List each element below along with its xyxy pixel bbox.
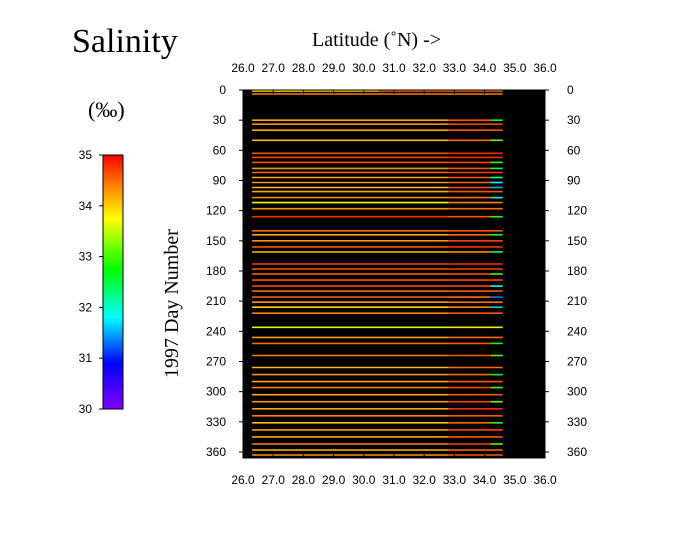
colorbar-tick-label-0: 35 (79, 148, 93, 162)
x-tick-top-label-7: 33.0 (443, 61, 467, 75)
x-tick-top-label-9: 35.0 (503, 61, 527, 75)
y-ticks-left: 0 30 60 90 120 150 180 210 240 270 300 330 360 (206, 83, 243, 459)
x-tick-bottom-label-3: 29.0 (322, 473, 346, 487)
x-tick-bottom-label-0: 26.0 (231, 473, 255, 487)
x-tick-bottom-label-6: 32.0 (413, 473, 437, 487)
y-tick-right-label-1: 30 (567, 113, 581, 127)
x-tick-top-label-4: 30.0 (352, 61, 376, 75)
y-tick-left-label-4: 120 (206, 204, 226, 218)
colorbar (102, 154, 124, 410)
y-tick-right-label-4: 120 (567, 204, 587, 218)
x-tick-top-label-2: 28.0 (292, 61, 316, 75)
y-tick-left-label-2: 60 (213, 143, 227, 157)
x-tick-bottom-label-2: 28.0 (292, 473, 316, 487)
y-tick-right-label-10: 300 (567, 385, 587, 399)
y-tick-left-label-12: 360 (206, 445, 226, 459)
colorbar-tick-label-1: 34 (79, 199, 93, 213)
x-axis-label: Latitude (˚N) -> (312, 29, 441, 51)
y-tick-right-label-9: 270 (567, 355, 587, 369)
y-tick-right-label-0: 0 (567, 83, 574, 97)
colorbar-tick-label-3: 32 (79, 300, 93, 314)
y-tick-left-label-0: 0 (219, 83, 226, 97)
y-tick-right-label-7: 210 (567, 294, 587, 308)
x-tick-bottom-label-5: 31.0 (382, 473, 406, 487)
y-tick-left-label-10: 300 (206, 385, 226, 399)
x-tick-bottom-label-4: 30.0 (352, 473, 376, 487)
y-tick-left-label-9: 270 (206, 355, 226, 369)
y-tick-left-label-6: 180 (206, 264, 226, 278)
x-tick-bottom-label-7: 33.0 (443, 473, 467, 487)
x-tick-top-label-5: 31.0 (382, 61, 406, 75)
y-tick-left-label-3: 90 (213, 174, 227, 188)
x-tick-top-label-8: 34.0 (473, 61, 497, 75)
x-tick-bottom-label-1: 27.0 (262, 473, 286, 487)
y-tick-right-label-3: 90 (567, 174, 581, 188)
y-ticks-right: 0 30 60 90 120 150 180 210 240 270 300 330 360 (545, 83, 587, 459)
x-tick-bottom-label-10: 36.0 (533, 473, 557, 487)
x-ticks-top: 26.0 27.0 28.0 29.0 30.0 31.0 32.0 33.0 34.0 35.0… (231, 61, 557, 94)
x-tick-top-label-3: 29.0 (322, 61, 346, 75)
colorbar-tick-label-2: 33 (79, 250, 93, 264)
colorbar-ticks: 35 34 33 32 31 30 (79, 148, 103, 416)
y-tick-left-label-5: 150 (206, 234, 226, 248)
y-tick-left-label-7: 210 (206, 294, 226, 308)
chart-title: Salinity (72, 23, 178, 60)
x-tick-top-label-1: 27.0 (262, 61, 286, 75)
salinity-tracks (252, 90, 503, 456)
y-tick-right-label-8: 240 (567, 324, 587, 338)
y-tick-left-label-8: 240 (206, 324, 226, 338)
y-tick-right-label-2: 60 (567, 143, 581, 157)
x-tick-bottom-label-9: 35.0 (503, 473, 527, 487)
colorbar-tick-label-4: 31 (79, 351, 93, 365)
y-tick-right-label-6: 180 (567, 264, 587, 278)
y-tick-left-label-11: 330 (206, 415, 226, 429)
x-tick-bottom-label-8: 34.0 (473, 473, 497, 487)
y-tick-right-label-11: 330 (567, 415, 587, 429)
colorbar-tick-label-5: 30 (79, 402, 93, 416)
y-tick-left-label-1: 30 (213, 113, 227, 127)
y-tick-right-label-5: 150 (567, 234, 587, 248)
y-tick-right-label-12: 360 (567, 445, 587, 459)
colorbar-unit-label: (‰) (88, 97, 125, 122)
x-ticks-bottom: 26.0 27.0 28.0 29.0 30.0 31.0 32.0 33.0 34.0 35.0… (231, 454, 557, 487)
x-tick-top-label-0: 26.0 (231, 61, 255, 75)
y-axis-label: 1997 Day Number (161, 229, 183, 378)
x-tick-top-label-10: 36.0 (533, 61, 557, 75)
x-tick-top-label-6: 32.0 (413, 61, 437, 75)
